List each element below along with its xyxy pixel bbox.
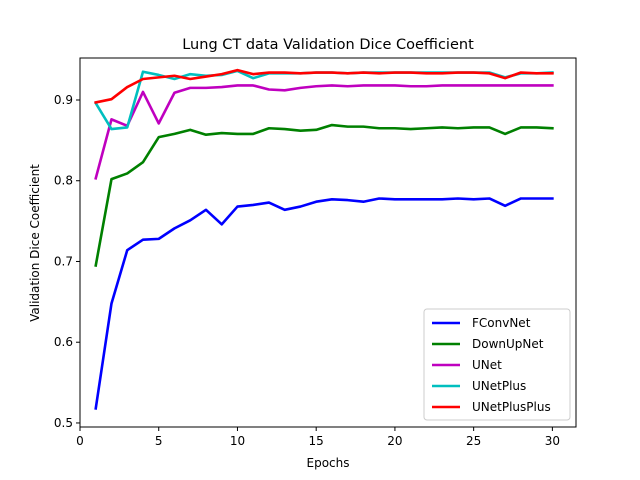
y-tick-label: 0.6: [54, 335, 73, 349]
x-tick-label: 25: [466, 434, 481, 448]
legend-label-fconvnet: FConvNet: [472, 316, 531, 330]
legend-label-downupnet: DownUpNet: [472, 337, 544, 351]
x-tick-label: 15: [309, 434, 324, 448]
y-tick-label: 0.7: [54, 254, 73, 268]
x-axis: 0 5 10 15 20 25 30: [76, 427, 560, 448]
x-tick-label: 5: [155, 434, 163, 448]
series-line-unet: [94, 84, 554, 180]
y-axis: 0.5 0.6 0.7 0.8 0.9: [54, 93, 80, 430]
series-line-unetplusplus: [94, 68, 554, 104]
x-tick-label: 0: [76, 434, 84, 448]
series-line-fconvnet: [94, 197, 554, 410]
series-line-downupnet: [94, 123, 554, 268]
legend-label-unetplusplus: UNetPlusPlus: [472, 400, 551, 414]
legend-box: [423, 308, 571, 421]
y-tick-label: 0.5: [54, 416, 73, 430]
x-tick-label: 20: [387, 434, 402, 448]
chart-title: Lung CT data Validation Dice Coefficient: [182, 37, 474, 53]
series-layer: [93, 68, 554, 410]
x-tick-label: 30: [545, 434, 560, 448]
x-tick-label: 10: [230, 434, 245, 448]
y-tick-label: 0.8: [54, 174, 73, 188]
y-axis-label: Validation Dice Coefficient: [28, 164, 42, 322]
x-axis-label: Epochs: [307, 456, 350, 470]
legend: FConvNet DownUpNet UNet UNetPlus UNetPlusPlu…: [423, 308, 571, 421]
legend-label-unet: UNet: [472, 358, 502, 372]
y-tick-label: 0.9: [54, 93, 73, 107]
legend-label-unetplus: UNetPlus: [472, 379, 526, 393]
